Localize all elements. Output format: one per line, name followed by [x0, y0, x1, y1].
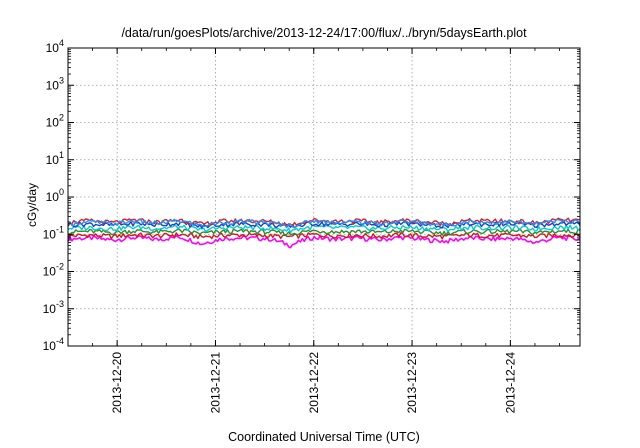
y-tick-label: 103 [46, 75, 64, 92]
y-tick-label: 102 [46, 113, 64, 130]
series-line-7 [67, 218, 581, 229]
y-tick-label: 10-2 [43, 262, 64, 279]
y-tick-label: 10-3 [43, 299, 64, 316]
grid [68, 48, 580, 346]
y-axis-label: cGy/day [25, 183, 39, 227]
x-tick-label: 2013-12-23 [405, 352, 419, 414]
y-tick-label: 100 [46, 187, 64, 204]
series-group [67, 217, 581, 249]
x-tick-label: 2013-12-24 [503, 352, 517, 414]
y-tick-label: 10-4 [43, 336, 64, 353]
y-tick-label: 101 [46, 150, 64, 167]
series-line-4 [67, 224, 581, 234]
x-tick-label: 2013-12-21 [208, 352, 222, 414]
series-line-3 [67, 228, 581, 237]
x-ticks: 2013-12-20 2013-12-21 2013-12-22 2013-12-23… [67, 48, 560, 414]
series-line-1 [67, 234, 581, 249]
y-ticks: 10-4 10-3 10-2 10-1 100 101 102 103 104 [43, 38, 580, 353]
series-line-2 [67, 232, 581, 240]
y-tick-label: 104 [46, 38, 64, 55]
x-axis-label: Coordinated Universal Time (UTC) [228, 430, 420, 444]
x-tick-label: 2013-12-22 [307, 352, 321, 414]
y-tick-label: 10-1 [43, 224, 64, 241]
x-tick-label: 2013-12-20 [110, 352, 124, 414]
chart-title: /data/run/goesPlots/archive/2013-12-24/1… [121, 26, 527, 40]
